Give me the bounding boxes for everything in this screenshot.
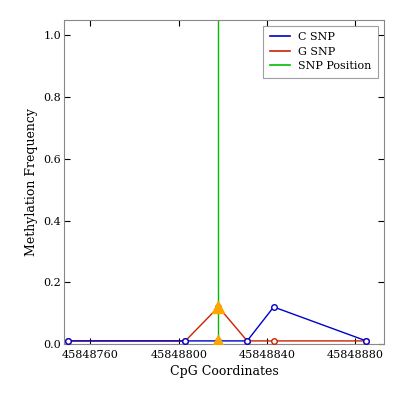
Legend: C SNP, G SNP, SNP Position: C SNP, G SNP, SNP Position — [263, 26, 378, 78]
Y-axis label: Methylation Frequency: Methylation Frequency — [25, 108, 38, 256]
X-axis label: CpG Coordinates: CpG Coordinates — [170, 365, 278, 378]
